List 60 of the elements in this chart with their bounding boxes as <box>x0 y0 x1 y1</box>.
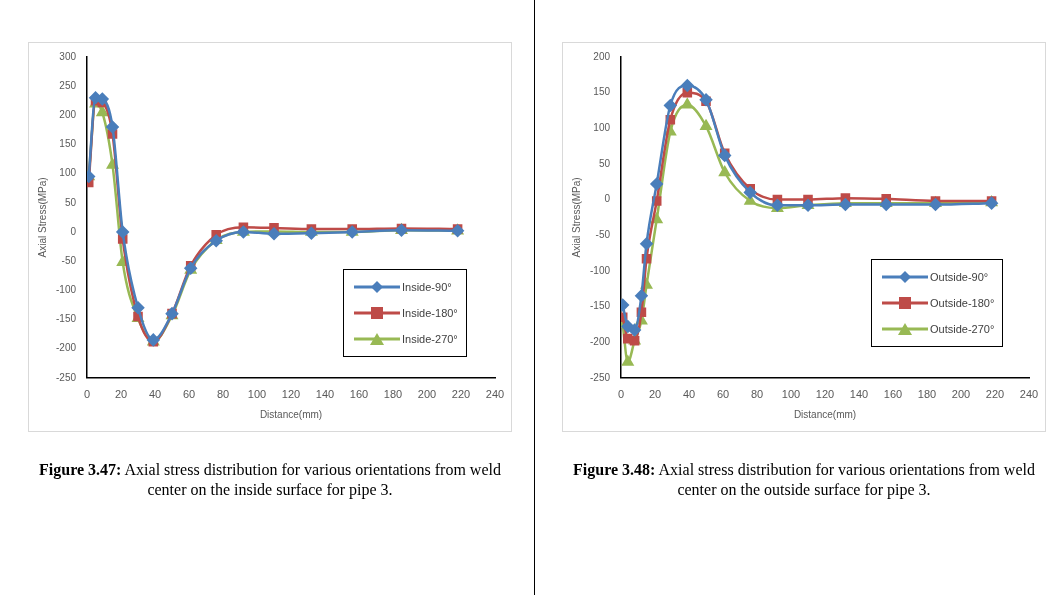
y-tick-label: -50 <box>595 228 611 240</box>
y-tick-label: -250 <box>56 371 77 383</box>
x-tick-label: 140 <box>849 388 869 401</box>
y-tick-label: 0 <box>70 225 77 237</box>
x-tick-label: 80 <box>216 388 230 401</box>
y-axis-title: Axial Stress(MPa) <box>36 177 48 258</box>
y-tick-label: 100 <box>59 167 77 179</box>
x-tick-label: 220 <box>985 388 1005 401</box>
x-tick-label: 200 <box>417 388 437 401</box>
x-tick-label: 160 <box>883 388 903 401</box>
legend-label: Inside-90° <box>402 281 452 293</box>
y-tick-label: -200 <box>56 342 77 354</box>
x-tick-label: 20 <box>648 388 662 401</box>
y-tick-label: 200 <box>593 50 611 62</box>
y-tick-label: 150 <box>593 86 611 98</box>
y-tick-label: 50 <box>598 157 611 169</box>
x-tick-label: 60 <box>182 388 196 401</box>
y-tick-label: -250 <box>590 371 611 383</box>
x-tick-label: 240 <box>1019 388 1039 401</box>
caption: Figure 3.47: Axial stress distribution for various orientations from weld center on the inside surface for pipe 3. <box>38 460 502 500</box>
x-tick-label: 160 <box>349 388 369 401</box>
y-tick-label: 200 <box>59 109 77 121</box>
y-tick-label: 50 <box>64 196 77 208</box>
legend-label: Inside-180° <box>402 307 458 319</box>
x-tick-label: 0 <box>83 388 91 401</box>
y-tick-label: -100 <box>56 284 77 296</box>
x-tick-label: 140 <box>315 388 335 401</box>
x-tick-label: 120 <box>815 388 835 401</box>
y-tick-label: -50 <box>61 254 77 266</box>
legend-label: Outside-180° <box>930 297 995 309</box>
x-axis-title: Distance(mm) <box>793 408 857 420</box>
y-tick-label: 300 <box>59 50 77 62</box>
y-tick-label: 150 <box>59 138 77 150</box>
y-axis-title: Axial Stress(MPa) <box>570 177 582 258</box>
legend-label: Outside-270° <box>930 323 995 335</box>
y-tick-label: 100 <box>593 122 611 134</box>
x-tick-label: 100 <box>247 388 267 401</box>
x-tick-label: 220 <box>451 388 471 401</box>
caption: Figure 3.48: Axial stress distribution for various orientations from weld center on the outside surface for pipe 3. <box>572 460 1036 500</box>
y-tick-label: 0 <box>604 193 611 205</box>
x-axis-title: Distance(mm) <box>259 408 323 420</box>
y-tick-label: -150 <box>590 300 611 312</box>
x-tick-label: 180 <box>917 388 937 401</box>
y-tick-label: -100 <box>590 264 611 276</box>
x-tick-label: 120 <box>281 388 301 401</box>
x-tick-label: 200 <box>951 388 971 401</box>
x-tick-label: 60 <box>716 388 730 401</box>
x-tick-label: 20 <box>114 388 128 401</box>
x-tick-label: 40 <box>682 388 696 401</box>
legend-label: Outside-90° <box>930 271 989 283</box>
x-tick-label: 0 <box>617 388 625 401</box>
y-tick-label: 250 <box>59 79 77 91</box>
x-tick-label: 240 <box>485 388 505 401</box>
x-tick-label: 80 <box>750 388 764 401</box>
y-tick-label: -200 <box>590 335 611 347</box>
x-tick-label: 100 <box>781 388 801 401</box>
y-tick-label: -150 <box>56 313 77 325</box>
legend-label: Inside-270° <box>402 333 458 345</box>
x-tick-label: 40 <box>148 388 162 401</box>
x-tick-label: 180 <box>383 388 403 401</box>
